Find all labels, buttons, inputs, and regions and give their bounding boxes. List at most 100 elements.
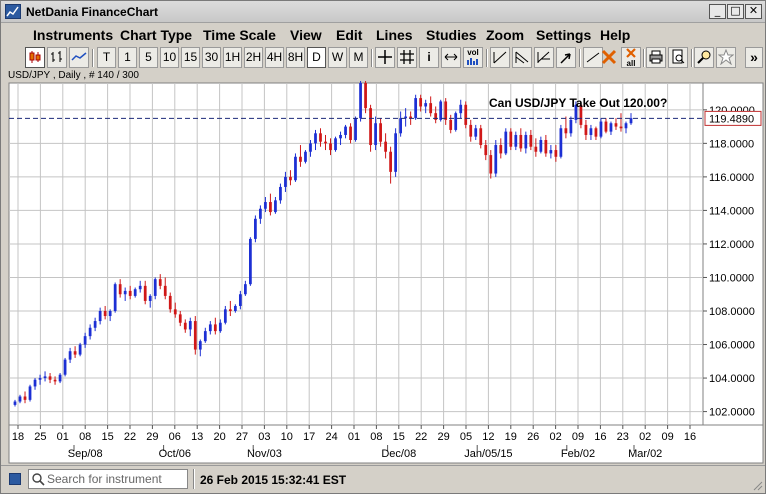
delete-all-button[interactable]: all: [621, 47, 641, 68]
trendline-button[interactable]: [490, 47, 510, 68]
price-chart[interactable]: 18 25 01 08 15 22 29 06 13 20 27 03 10 17 24 01 08 15 22 29…: [1, 81, 765, 465]
candle-body: [614, 123, 618, 127]
bar-chart-button[interactable]: [47, 47, 67, 68]
print-button[interactable]: [646, 47, 666, 68]
draw-line-button[interactable]: [583, 47, 603, 68]
candle-body: [399, 118, 403, 134]
candlestick-chart-button[interactable]: [25, 47, 45, 68]
app-logo-icon: [5, 4, 21, 19]
timescale-button-8h[interactable]: 8H: [286, 47, 305, 68]
menu-lines[interactable]: Lines: [376, 27, 413, 43]
candle-body: [133, 289, 137, 296]
minimize-button[interactable]: _: [709, 4, 726, 19]
draw-line-icon: [586, 52, 600, 63]
timescale-button-2h[interactable]: 2H: [244, 47, 263, 68]
timescale-button-10min[interactable]: 10: [160, 47, 179, 68]
candle-body: [394, 133, 397, 172]
bar-chart-icon: [51, 51, 62, 62]
timescale-button-tick[interactable]: T: [97, 47, 116, 68]
candle-body: [419, 98, 423, 107]
instrument-search[interactable]: [28, 469, 188, 489]
resize-grip-icon[interactable]: [751, 479, 763, 491]
title-bar[interactable]: NetDania FinanceChart _ □ ✕: [1, 1, 765, 23]
print-preview-button[interactable]: [668, 47, 688, 68]
highlight-button[interactable]: [716, 47, 736, 68]
menu-studies[interactable]: Studies: [426, 27, 477, 43]
grid-button[interactable]: [397, 47, 417, 68]
menu-help[interactable]: Help: [600, 27, 631, 43]
pan-button[interactable]: [441, 47, 461, 68]
zoom-button[interactable]: [694, 47, 714, 68]
candle-body: [484, 145, 488, 156]
toolbar-separator: [579, 49, 581, 67]
candle-body: [208, 324, 212, 332]
menu-view[interactable]: View: [290, 27, 322, 43]
line-chart-button[interactable]: [69, 47, 89, 68]
candle-body: [168, 295, 172, 310]
candle-body: [319, 133, 322, 142]
volume-button[interactable]: vol: [463, 47, 483, 68]
candle-body: [18, 396, 22, 402]
delete-all-icon: all: [622, 48, 640, 68]
candle-body: [524, 134, 528, 149]
arrow-button[interactable]: [556, 47, 576, 68]
menu-time-scale[interactable]: Time Scale: [203, 27, 276, 43]
toolbar-separator: [691, 49, 693, 67]
candle-body: [339, 134, 342, 139]
fibonacci-button[interactable]: [534, 47, 554, 68]
search-input[interactable]: [47, 471, 185, 487]
x-tick-label: 08: [370, 431, 382, 443]
x-tick-label: 02: [549, 431, 561, 443]
candle-body: [499, 145, 503, 154]
menu-chart-type[interactable]: Chart Type: [120, 27, 193, 43]
candle-body: [569, 119, 573, 134]
candle-body: [203, 331, 207, 342]
maximize-button[interactable]: □: [727, 4, 744, 19]
zoom-icon: [697, 50, 711, 64]
candle-body: [274, 200, 277, 213]
timescale-button-weekly[interactable]: W: [328, 47, 347, 68]
candle-body: [439, 101, 443, 120]
candle-body: [559, 128, 563, 157]
crosshair-button[interactable]: [375, 47, 395, 68]
candle-body: [93, 321, 97, 328]
candle-body: [43, 376, 47, 379]
status-bar: 26 Feb 2015 15:32:41 EST: [1, 465, 765, 493]
delete-line-button[interactable]: [599, 47, 619, 68]
y-tick-label: 112.0000: [709, 239, 754, 251]
x-month-label: Jan/05/15: [464, 448, 512, 460]
info-button[interactable]: i: [419, 47, 439, 68]
toolbar-overflow-button[interactable]: »: [745, 47, 763, 68]
window-title: NetDania FinanceChart: [26, 5, 159, 19]
parallel-lines-icon: [515, 51, 529, 64]
pan-icon: [444, 53, 458, 61]
timescale-button-15min[interactable]: 15: [181, 47, 200, 68]
candlestick-chart-icon: [29, 51, 41, 63]
candle-body: [58, 374, 62, 382]
x-tick-label: 26: [527, 431, 539, 443]
volume-label: vol: [467, 48, 479, 57]
last-price-marker: [704, 110, 762, 126]
timescale-button-daily[interactable]: D: [307, 47, 326, 68]
close-button[interactable]: ✕: [745, 4, 762, 19]
timescale-button-monthly[interactable]: M: [349, 47, 368, 68]
timescale-button-30min[interactable]: 30: [202, 47, 221, 68]
timescale-button-1h[interactable]: 1H: [223, 47, 242, 68]
menu-edit[interactable]: Edit: [336, 27, 363, 43]
x-tick-label: 22: [124, 431, 136, 443]
timescale-button-5min[interactable]: 5: [139, 47, 158, 68]
timescale-button-1min[interactable]: 1: [118, 47, 137, 68]
menu-zoom[interactable]: Zoom: [486, 27, 525, 43]
candle-body: [264, 202, 267, 209]
last-update-timestamp: 26 Feb 2015 15:32:41 EST: [200, 473, 347, 487]
candle-body: [138, 285, 142, 290]
timescale-button-4h[interactable]: 4H: [265, 47, 284, 68]
candle-body: [504, 131, 508, 154]
parallel-lines-button[interactable]: [512, 47, 532, 68]
candle-body: [254, 218, 257, 239]
candle-body: [579, 104, 583, 125]
menu-settings[interactable]: Settings: [536, 27, 592, 43]
x-tick-label: 05: [460, 431, 472, 443]
candle-body: [599, 121, 603, 137]
menu-instruments[interactable]: Instruments: [33, 27, 114, 43]
